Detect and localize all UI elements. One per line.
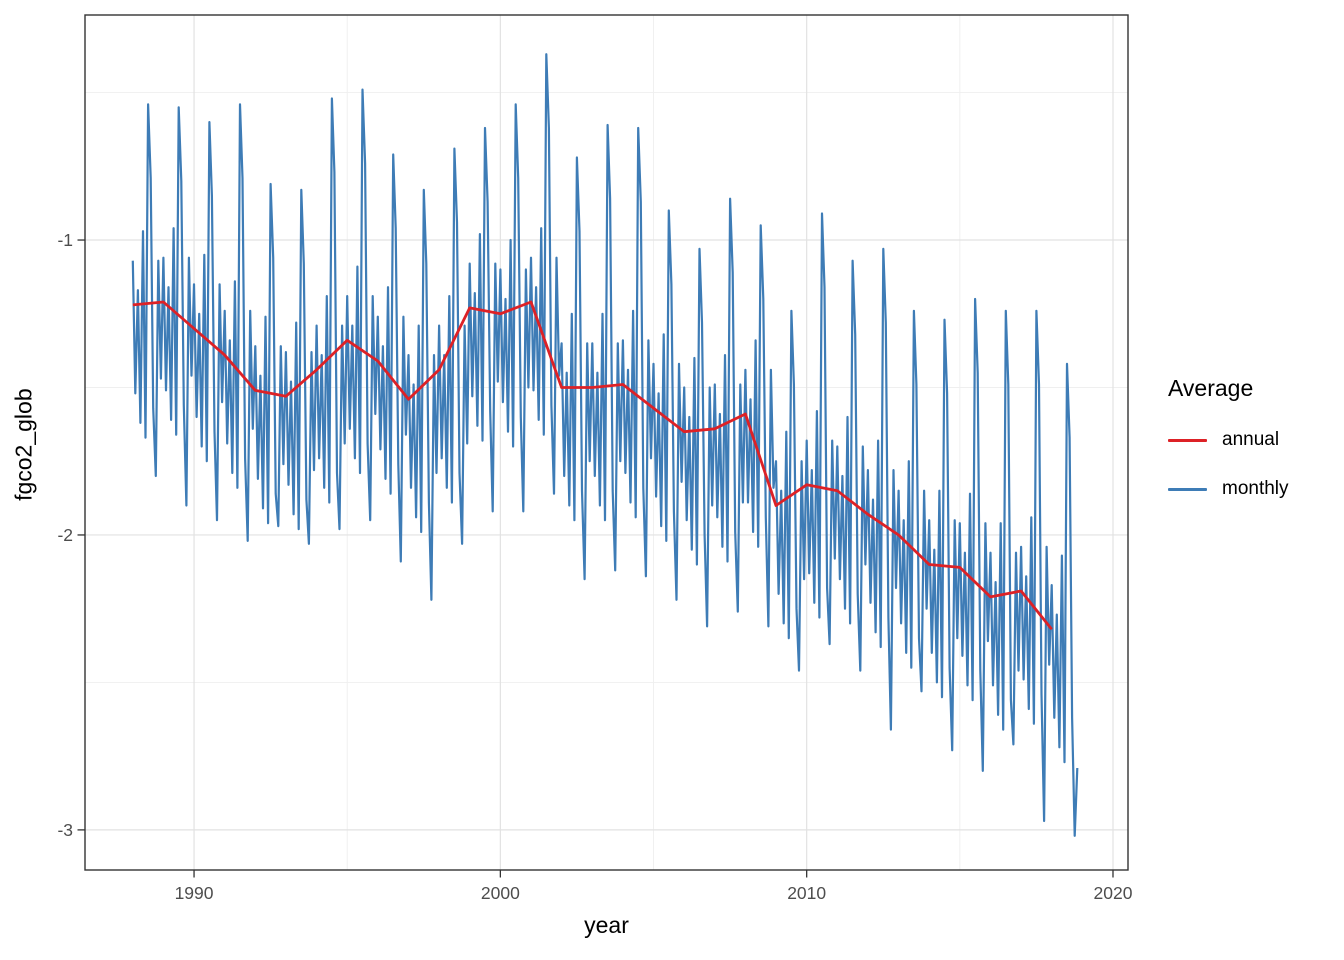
annual-line-swatch bbox=[1168, 438, 1207, 442]
legend-item-label: annual bbox=[1222, 429, 1280, 450]
monthly-line-swatch bbox=[1168, 487, 1207, 491]
svg-text:-3: -3 bbox=[57, 820, 73, 840]
y-axis-title: fgco2_glob bbox=[10, 388, 37, 501]
svg-text:2010: 2010 bbox=[787, 883, 826, 903]
svg-text:-1: -1 bbox=[57, 230, 73, 250]
legend: Average annual monthly bbox=[1168, 374, 1338, 500]
legend-title: Average bbox=[1168, 375, 1254, 401]
legend-item-annual: annual bbox=[1168, 429, 1338, 451]
svg-text:2000: 2000 bbox=[481, 883, 520, 903]
legend-item-label: monthly bbox=[1222, 478, 1289, 499]
svg-text:-2: -2 bbox=[57, 525, 73, 545]
x-axis-title: year bbox=[584, 912, 629, 938]
svg-text:1990: 1990 bbox=[175, 883, 214, 903]
svg-text:2020: 2020 bbox=[1094, 883, 1133, 903]
legend-item-monthly: monthly bbox=[1168, 478, 1338, 500]
